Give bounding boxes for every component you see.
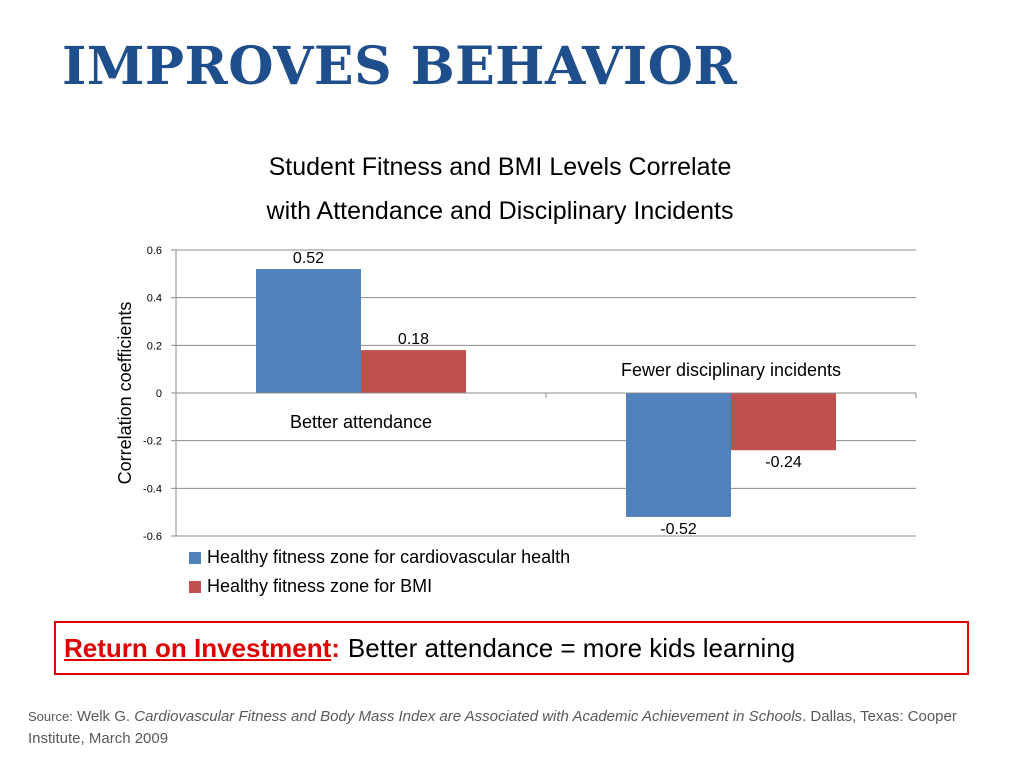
data-label: 0.52 bbox=[293, 250, 324, 267]
roi-text: Better attendance = more kids learning bbox=[347, 632, 796, 663]
legend-label-cardiovascular: Healthy fitness zone for cardiovascular … bbox=[207, 547, 571, 567]
chart-title-line-1: Student Fitness and BMI Levels Correlate bbox=[268, 153, 732, 181]
chart-title-line-2: with Attendance and Disciplinary Inciden… bbox=[266, 197, 734, 225]
category-label-attendance: Better attendance bbox=[290, 412, 432, 432]
y-tick-label: 0.2 bbox=[147, 340, 162, 352]
legend-swatch-cardiovascular bbox=[189, 551, 201, 564]
data-label: -0.24 bbox=[765, 454, 802, 471]
chart-legend: Healthy fitness zone for cardiovascular … bbox=[189, 543, 570, 601]
y-axis-title: Correlation coefficients bbox=[115, 302, 135, 485]
bar-bmi-0 bbox=[361, 350, 466, 393]
bar-bmi-1 bbox=[731, 393, 836, 451]
category-label-disciplinary: Fewer disciplinary incidents bbox=[621, 360, 841, 380]
y-tick-label: -0.2 bbox=[143, 436, 162, 448]
data-label: 0.18 bbox=[398, 331, 429, 348]
legend-swatch-bmi bbox=[189, 580, 201, 593]
y-tick-label: -0.6 bbox=[143, 531, 162, 543]
y-tick-label: 0.4 bbox=[147, 293, 162, 305]
source-rest: . Dallas, Texas: Cooper Institute, March… bbox=[28, 708, 957, 747]
source-author: Welk G. bbox=[76, 708, 131, 725]
bar-cardiovascular-1 bbox=[626, 393, 731, 517]
roi-callout-box: Return on Investment: Better attendance … bbox=[54, 621, 969, 675]
source-title: Cardiovascular Fitness and Body Mass Ind… bbox=[134, 708, 803, 725]
roi-colon: : bbox=[331, 632, 340, 663]
legend-item-cardiovascular: Healthy fitness zone for cardiovascular … bbox=[189, 543, 570, 572]
bar-cardiovascular-0 bbox=[256, 269, 361, 393]
roi-label: Return on Investment bbox=[64, 632, 332, 663]
source-prefix: Source: bbox=[28, 709, 73, 724]
legend-item-bmi: Healthy fitness zone for BMI bbox=[189, 572, 570, 601]
data-label: -0.52 bbox=[660, 521, 697, 538]
y-tick-label: 0 bbox=[156, 388, 162, 400]
slide-title: IMPROVES BEHAVIOR bbox=[62, 36, 738, 97]
y-tick-label: 0.6 bbox=[147, 245, 162, 257]
legend-label-bmi: Healthy fitness zone for BMI bbox=[207, 576, 433, 596]
source-citation: Source: Welk G. Cardiovascular Fitness a… bbox=[28, 706, 988, 750]
y-tick-label: -0.4 bbox=[143, 483, 162, 495]
chart-title: Student Fitness and BMI Levels Correlate… bbox=[160, 145, 840, 233]
